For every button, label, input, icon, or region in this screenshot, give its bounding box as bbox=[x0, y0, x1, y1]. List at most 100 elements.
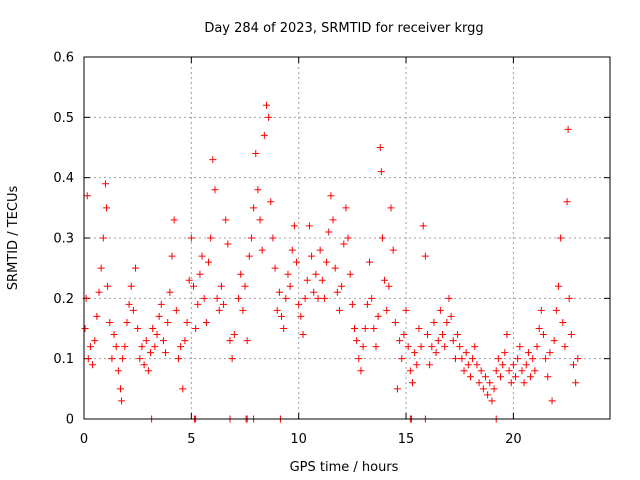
data-point bbox=[335, 306, 343, 314]
data-point bbox=[168, 252, 176, 260]
data-point bbox=[318, 276, 326, 284]
data-point bbox=[421, 252, 429, 260]
data-point bbox=[447, 312, 455, 320]
data-point bbox=[282, 294, 290, 302]
data-point bbox=[254, 186, 262, 194]
data-point bbox=[544, 373, 552, 381]
data-point bbox=[95, 288, 103, 296]
data-point bbox=[368, 294, 376, 302]
y-tick-label: 0.4 bbox=[53, 171, 74, 186]
data-point bbox=[378, 234, 386, 242]
data-point bbox=[424, 331, 432, 339]
data-point bbox=[385, 282, 393, 290]
data-point bbox=[250, 204, 258, 212]
y-tick-label: 0.6 bbox=[53, 51, 74, 66]
data-point bbox=[338, 282, 346, 290]
data-point bbox=[413, 361, 421, 369]
data-point bbox=[278, 312, 286, 320]
data-point bbox=[417, 343, 425, 351]
data-point bbox=[512, 373, 520, 381]
data-point bbox=[570, 361, 578, 369]
data-point bbox=[475, 379, 483, 387]
x-tick-label: 15 bbox=[398, 432, 415, 447]
data-point bbox=[320, 294, 328, 302]
data-point bbox=[481, 373, 489, 381]
data-point bbox=[153, 331, 161, 339]
data-point bbox=[86, 343, 94, 351]
data-point bbox=[220, 300, 228, 308]
data-point bbox=[138, 343, 146, 351]
data-point bbox=[185, 276, 193, 284]
data-point bbox=[389, 246, 397, 254]
data-point bbox=[91, 337, 99, 345]
data-point bbox=[527, 373, 535, 381]
data-point bbox=[127, 282, 135, 290]
data-point bbox=[174, 355, 182, 363]
data-point bbox=[456, 343, 464, 351]
data-point bbox=[262, 101, 270, 109]
data-point bbox=[531, 367, 539, 375]
data-point bbox=[402, 306, 410, 314]
x-tick-label: 20 bbox=[505, 432, 522, 447]
tick-labels: 0 0.1 0.2 0.3 0.4 0.5 0.6 0 5 10 15 20 bbox=[53, 51, 521, 448]
data-point bbox=[348, 300, 356, 308]
data-point bbox=[215, 306, 223, 314]
data-point bbox=[564, 125, 572, 133]
data-point bbox=[445, 294, 453, 302]
data-point bbox=[273, 306, 281, 314]
data-point bbox=[239, 306, 247, 314]
data-point bbox=[290, 222, 298, 230]
data-point bbox=[486, 379, 494, 387]
data-point bbox=[539, 331, 547, 339]
data-point bbox=[222, 216, 230, 224]
data-point bbox=[198, 252, 206, 260]
data-point bbox=[497, 373, 505, 381]
data-point bbox=[142, 337, 150, 345]
data-point bbox=[310, 288, 318, 296]
data-point bbox=[550, 337, 558, 345]
data-point bbox=[359, 343, 367, 351]
x-tick-label: 0 bbox=[80, 432, 88, 447]
data-point bbox=[404, 343, 412, 351]
data-point bbox=[396, 337, 404, 345]
data-point bbox=[342, 204, 350, 212]
data-point bbox=[436, 306, 444, 314]
data-point bbox=[286, 282, 294, 290]
data-point bbox=[383, 306, 391, 314]
plot-frame bbox=[83, 56, 611, 420]
data-point bbox=[533, 343, 541, 351]
data-point bbox=[288, 246, 296, 254]
data-point bbox=[179, 385, 187, 393]
data-point bbox=[205, 258, 213, 266]
data-point bbox=[235, 294, 243, 302]
data-point bbox=[209, 156, 217, 164]
data-point bbox=[561, 343, 569, 351]
data-point bbox=[363, 300, 371, 308]
data-point bbox=[84, 355, 92, 363]
data-point bbox=[99, 234, 107, 242]
data-point bbox=[372, 343, 380, 351]
data-point bbox=[170, 216, 178, 224]
data-point bbox=[162, 349, 170, 357]
data-point bbox=[490, 385, 498, 393]
data-point bbox=[213, 294, 221, 302]
data-point bbox=[554, 282, 562, 290]
data-point bbox=[516, 343, 524, 351]
y-tick-label: 0.2 bbox=[53, 292, 74, 307]
data-point bbox=[501, 349, 509, 357]
data-point bbox=[149, 325, 157, 332]
data-point bbox=[327, 192, 335, 200]
data-point bbox=[140, 361, 148, 369]
data-point bbox=[316, 246, 324, 254]
data-point bbox=[189, 282, 197, 290]
data-point bbox=[132, 264, 140, 272]
data-point bbox=[366, 258, 374, 266]
data-point bbox=[357, 367, 365, 375]
data-point bbox=[398, 355, 406, 363]
data-point bbox=[293, 258, 301, 266]
data-point bbox=[400, 331, 408, 339]
data-point bbox=[494, 355, 502, 363]
y-tick-label: 0 bbox=[66, 413, 74, 428]
data-point bbox=[194, 300, 202, 308]
data-point bbox=[119, 355, 127, 363]
